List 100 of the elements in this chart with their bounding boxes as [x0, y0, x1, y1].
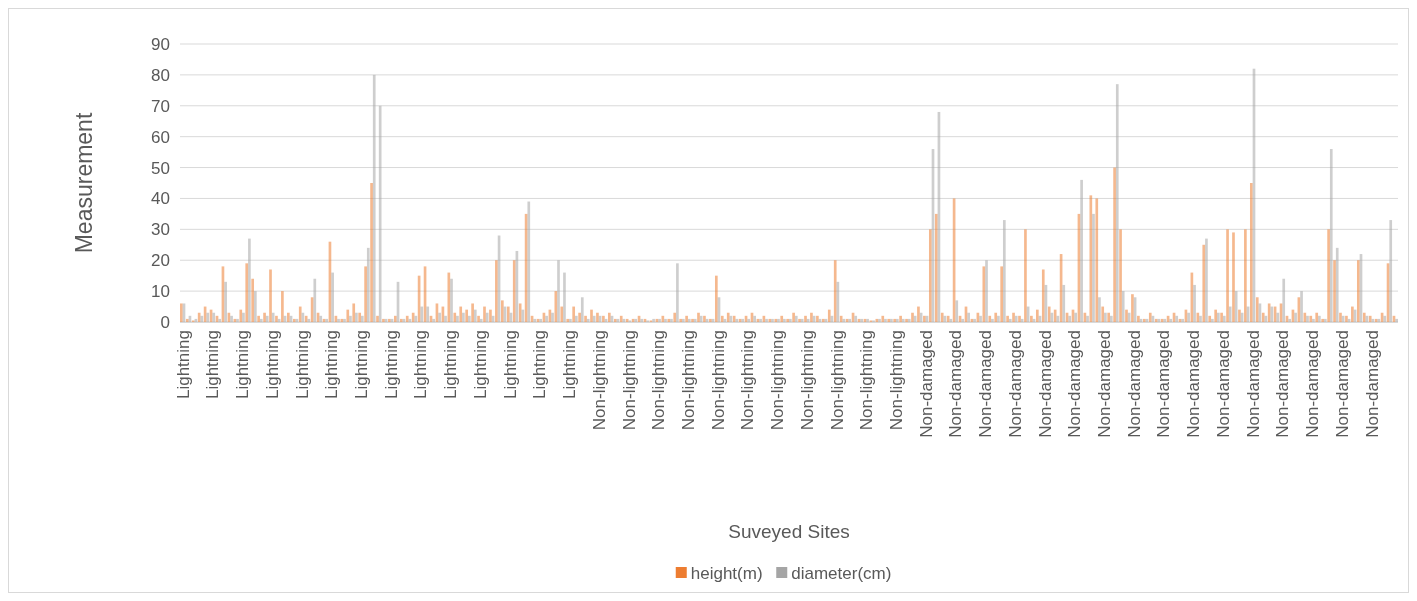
x-tick-label: Non-damaged [1332, 330, 1352, 438]
x-tick-label: Non-damaged [1273, 330, 1293, 438]
bar [370, 183, 373, 322]
bar [527, 201, 531, 322]
bar [1255, 297, 1259, 322]
bar [495, 260, 498, 322]
x-tick-label: Non-damaged [976, 330, 996, 438]
bar [1249, 183, 1253, 322]
bar [554, 291, 558, 322]
bar [1389, 220, 1393, 322]
bar [251, 278, 255, 322]
x-tick-label: Non-lightning [857, 330, 877, 431]
bar [438, 312, 441, 322]
x-tick-label: Lightning [560, 330, 580, 400]
bar [580, 297, 584, 322]
x-tick-label: Non-lightning [738, 330, 758, 431]
bar [590, 309, 593, 322]
bar [444, 315, 447, 322]
x-tick-label: Non-lightning [678, 330, 698, 431]
legend-label: diameter(cm) [791, 563, 892, 583]
bar [1047, 306, 1051, 322]
bar [563, 272, 566, 322]
x-tick-label: Lightning [322, 330, 342, 400]
x-tick-label: Lightning [381, 330, 401, 400]
y-tick-label: 90 [151, 34, 170, 54]
bar [1113, 167, 1116, 322]
bar [1193, 284, 1196, 322]
x-tick-label: Lightning [530, 330, 550, 400]
bar [833, 260, 837, 322]
bar [518, 303, 522, 322]
bar [985, 260, 988, 322]
y-axis-title: Measurement [71, 112, 97, 254]
bar [1202, 244, 1206, 322]
y-tick-label: 0 [160, 312, 170, 332]
x-tick-label: Non-lightning [797, 330, 817, 431]
bar [1234, 291, 1238, 322]
bar [298, 306, 302, 322]
bar [592, 315, 596, 322]
bar [471, 303, 474, 322]
x-tick-label: Non-damaged [1065, 330, 1085, 438]
x-tick-label: Lightning [262, 330, 282, 400]
bar [483, 306, 486, 322]
x-tick-label: Non-lightning [619, 330, 639, 431]
y-tick-label: 10 [151, 282, 170, 302]
bar [254, 291, 257, 322]
bar [572, 306, 575, 322]
x-tick-label: Non-damaged [1184, 330, 1204, 438]
x-tick-label: Non-damaged [1035, 330, 1055, 438]
bar [281, 291, 284, 322]
bar [1327, 229, 1330, 322]
bar [1228, 306, 1232, 322]
bar [473, 309, 477, 322]
bar [331, 272, 334, 322]
bar [459, 306, 463, 322]
bar [450, 278, 453, 322]
x-tick-label: Non-lightning [827, 330, 847, 431]
bar [955, 300, 959, 322]
x-tick-label: Non-damaged [1005, 330, 1025, 438]
bar [269, 269, 272, 322]
bar [560, 306, 564, 322]
bar [1205, 238, 1208, 322]
x-tick-label: Non-lightning [708, 330, 728, 431]
x-tick-label: Non-lightning [589, 330, 609, 431]
x-tick-label: Lightning [352, 330, 372, 400]
bar [1092, 213, 1095, 322]
bar [248, 238, 251, 322]
x-tick-label: Lightning [203, 330, 223, 400]
bar [271, 312, 275, 322]
x-tick-label: Non-damaged [946, 330, 966, 438]
bar [1115, 84, 1119, 322]
x-tick-label: Non-lightning [887, 330, 906, 431]
x-tick-label: Lightning [173, 330, 193, 400]
x-tick-label: Non-damaged [916, 330, 936, 438]
bar [378, 105, 382, 322]
bar [1333, 260, 1336, 322]
bar [1089, 195, 1093, 322]
y-tick-label: 30 [151, 220, 170, 240]
x-tick-label: Lightning [411, 330, 431, 400]
bar [1024, 229, 1027, 322]
bar [1041, 269, 1045, 322]
bar [364, 266, 367, 322]
bar [1244, 229, 1247, 322]
bar [982, 266, 986, 322]
bar [1062, 284, 1066, 322]
bar [1056, 315, 1060, 322]
bar [372, 74, 376, 322]
bar [1356, 260, 1360, 322]
y-tick-label: 20 [151, 251, 170, 271]
bar [1329, 149, 1333, 322]
x-tick-label: Lightning [441, 330, 461, 400]
bar [1095, 198, 1099, 322]
x-tick-label: Lightning [292, 330, 312, 400]
x-tick-label: Non-damaged [1124, 330, 1144, 438]
bar [352, 303, 356, 322]
bar [313, 278, 317, 322]
x-tick-label: Non-damaged [1362, 330, 1382, 438]
bar [676, 263, 679, 322]
bar [420, 306, 424, 322]
y-tick-label: 70 [151, 96, 170, 116]
bar [1282, 278, 1286, 322]
